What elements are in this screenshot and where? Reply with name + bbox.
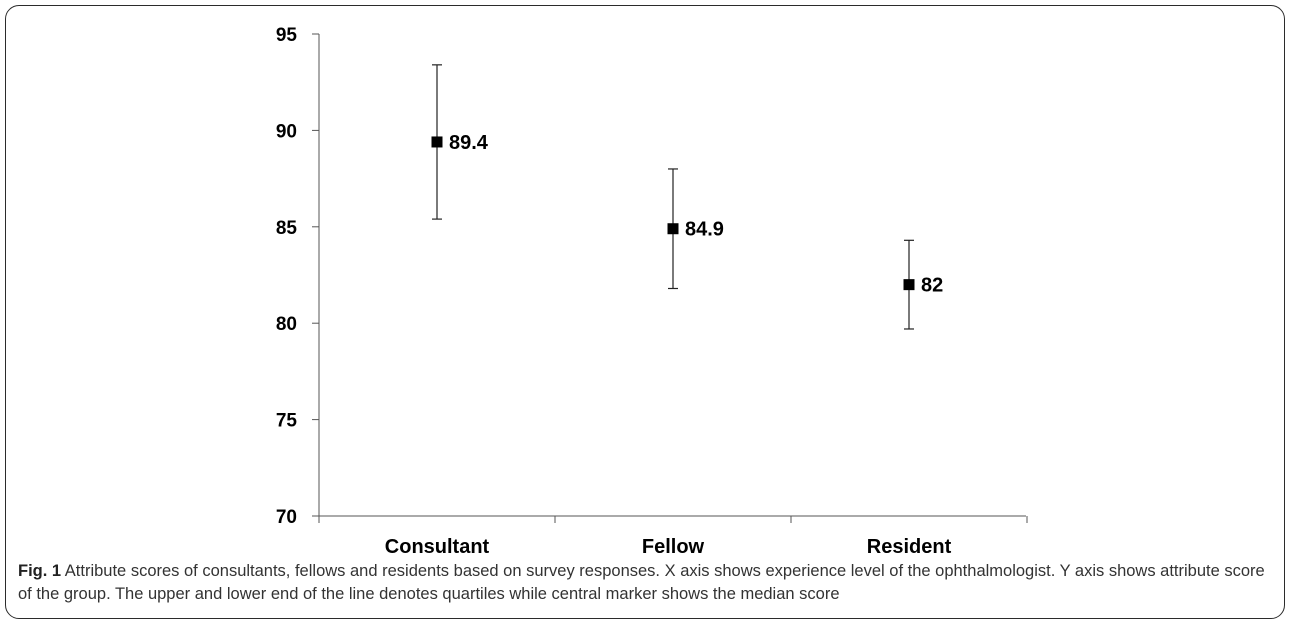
data-label: 84.9 (685, 219, 724, 241)
figure-caption: Fig. 1 Attribute scores of consultants, … (18, 560, 1268, 606)
y-tick-label: 70 (276, 507, 297, 528)
chart-marks: 89.4 84.9 82 (431, 64, 943, 330)
x-category-label: Fellow (642, 536, 705, 558)
median-marker (667, 223, 679, 235)
x-axis: Consultant Fellow Resident (318, 515, 1028, 558)
caption-text: Attribute scores of consultants, fellows… (18, 562, 1265, 603)
median-marker (431, 136, 443, 148)
y-tick-label: 80 (276, 314, 297, 335)
x-category-label: Resident (867, 536, 952, 558)
y-tick-label: 85 (276, 218, 298, 239)
y-tick-label: 95 (276, 25, 298, 46)
median-marker (903, 279, 915, 291)
y-tick-label: 75 (276, 411, 298, 432)
y-axis: 70 75 80 85 90 95 (276, 25, 320, 528)
x-category-label: Consultant (385, 536, 490, 558)
caption-label: Fig. 1 (18, 562, 62, 580)
data-label: 89.4 (449, 132, 489, 154)
figure-frame (5, 5, 1285, 619)
y-tick-label: 90 (276, 121, 297, 142)
data-label: 82 (921, 275, 943, 297)
